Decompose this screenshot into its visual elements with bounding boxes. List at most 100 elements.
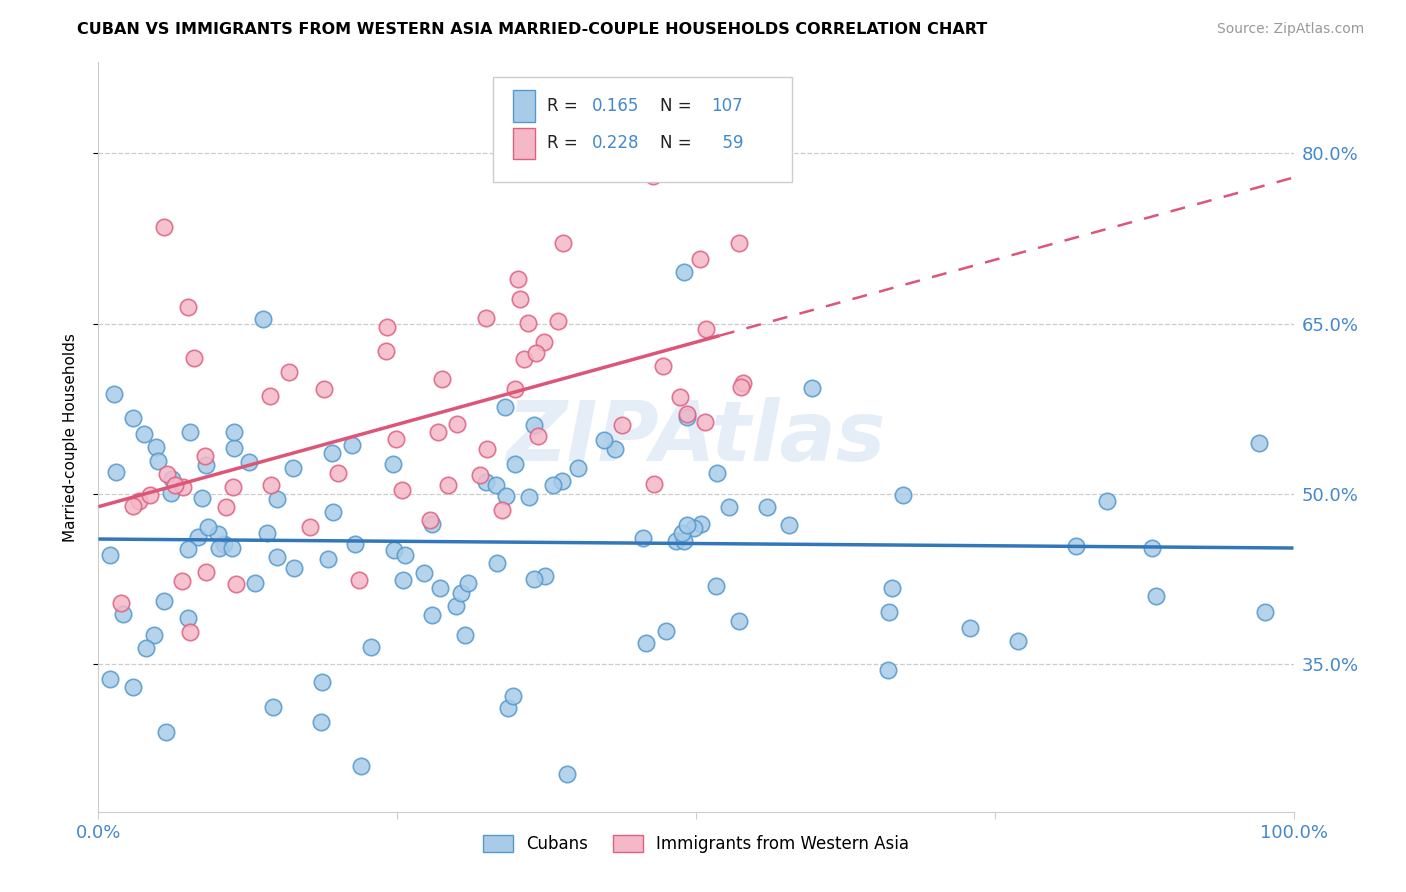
- Text: 0.228: 0.228: [592, 135, 640, 153]
- Point: [523, 572, 546, 586]
- Point: [259, 389, 281, 403]
- Point: [446, 417, 468, 431]
- Point: [676, 409, 699, 424]
- Point: [555, 767, 578, 781]
- Point: [252, 312, 274, 326]
- Point: [385, 432, 408, 446]
- FancyBboxPatch shape: [513, 128, 534, 159]
- Point: [350, 759, 373, 773]
- Point: [495, 489, 517, 503]
- Point: [225, 577, 247, 591]
- Point: [704, 579, 727, 593]
- Point: [475, 475, 498, 489]
- Point: [503, 458, 526, 472]
- Point: [187, 530, 209, 544]
- Point: [419, 513, 441, 527]
- Point: [194, 565, 217, 579]
- Point: [391, 483, 413, 497]
- Point: [695, 415, 717, 429]
- Point: [547, 314, 569, 328]
- Point: [513, 352, 536, 367]
- Point: [183, 351, 205, 365]
- Point: [312, 382, 335, 396]
- Point: [541, 478, 564, 492]
- Point: [176, 541, 198, 556]
- Point: [316, 552, 339, 566]
- Point: [197, 520, 219, 534]
- Point: [533, 335, 555, 350]
- Point: [1007, 633, 1029, 648]
- Point: [879, 605, 901, 619]
- Text: CUBAN VS IMMIGRANTS FROM WESTERN ASIA MARRIED-COUPLE HOUSEHOLDS CORRELATION CHAR: CUBAN VS IMMIGRANTS FROM WESTERN ASIA MA…: [77, 22, 987, 37]
- Point: [503, 383, 526, 397]
- Point: [179, 624, 201, 639]
- Point: [98, 672, 122, 686]
- Point: [360, 640, 382, 655]
- Point: [475, 442, 498, 456]
- Point: [430, 372, 453, 386]
- Text: 107: 107: [711, 97, 744, 115]
- Point: [689, 516, 711, 531]
- Point: [283, 560, 305, 574]
- FancyBboxPatch shape: [513, 90, 534, 121]
- Point: [392, 574, 415, 588]
- Point: [470, 467, 492, 482]
- Point: [256, 525, 278, 540]
- Point: [156, 467, 179, 482]
- Point: [142, 627, 165, 641]
- Point: [326, 466, 349, 480]
- Point: [486, 556, 509, 570]
- Point: [172, 574, 194, 588]
- Point: [506, 272, 529, 286]
- Point: [277, 365, 299, 379]
- Point: [550, 474, 572, 488]
- Point: [755, 500, 778, 515]
- Point: [262, 699, 284, 714]
- Text: 59: 59: [711, 135, 742, 153]
- Point: [671, 526, 693, 541]
- Point: [676, 407, 699, 421]
- FancyBboxPatch shape: [494, 78, 792, 182]
- Point: [728, 614, 751, 628]
- Point: [706, 467, 728, 481]
- Point: [266, 550, 288, 565]
- Point: [603, 442, 626, 456]
- Point: [651, 359, 673, 374]
- Point: [689, 252, 711, 266]
- Y-axis label: Married-couple Households: Married-couple Households: [63, 333, 77, 541]
- Point: [893, 487, 915, 501]
- Point: [567, 461, 589, 475]
- Point: [1254, 605, 1277, 619]
- Point: [105, 465, 128, 479]
- Point: [420, 517, 443, 532]
- Point: [103, 387, 125, 401]
- Text: R =: R =: [547, 135, 582, 153]
- Point: [522, 417, 544, 432]
- Point: [343, 537, 366, 551]
- Point: [212, 537, 235, 551]
- Point: [243, 576, 266, 591]
- Point: [298, 520, 321, 534]
- Point: [194, 449, 217, 463]
- Point: [491, 502, 513, 516]
- Point: [190, 491, 212, 506]
- Point: [177, 611, 200, 625]
- Point: [553, 235, 575, 250]
- Point: [665, 533, 688, 548]
- Point: [728, 236, 751, 251]
- Point: [159, 486, 181, 500]
- Point: [1140, 541, 1163, 556]
- Point: [208, 541, 231, 556]
- Point: [375, 320, 398, 334]
- Point: [882, 582, 904, 596]
- Point: [347, 574, 370, 588]
- Point: [457, 576, 479, 591]
- Point: [155, 724, 177, 739]
- Point: [322, 505, 344, 519]
- Point: [111, 607, 134, 621]
- Point: [778, 517, 800, 532]
- Point: [222, 480, 245, 494]
- Point: [177, 300, 200, 314]
- Point: [145, 440, 167, 454]
- Text: N =: N =: [661, 97, 692, 115]
